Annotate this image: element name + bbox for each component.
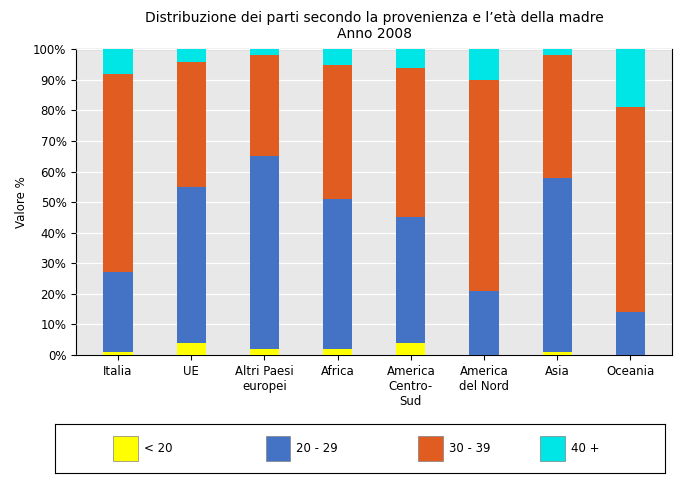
- Bar: [469, 291, 499, 355]
- Bar: [543, 49, 572, 55]
- Bar: [323, 199, 352, 349]
- Bar: [616, 107, 645, 312]
- Bar: [249, 349, 279, 355]
- Bar: [177, 343, 206, 355]
- Bar: [249, 55, 279, 156]
- Bar: [396, 217, 426, 343]
- FancyBboxPatch shape: [541, 436, 565, 461]
- Bar: [177, 49, 206, 62]
- Bar: [177, 62, 206, 187]
- Bar: [103, 352, 132, 355]
- Bar: [469, 49, 499, 80]
- Title: Distribuzione dei parti secondo la provenienza e l’età della madre
Anno 2008: Distribuzione dei parti secondo la prove…: [145, 10, 604, 41]
- Bar: [249, 49, 279, 55]
- Text: < 20: < 20: [144, 442, 173, 455]
- Bar: [323, 65, 352, 199]
- Bar: [616, 49, 645, 107]
- Bar: [103, 74, 132, 273]
- Bar: [543, 55, 572, 177]
- Bar: [103, 273, 132, 352]
- Bar: [616, 312, 645, 355]
- Text: 20 - 29: 20 - 29: [297, 442, 338, 455]
- FancyBboxPatch shape: [114, 436, 138, 461]
- FancyBboxPatch shape: [419, 436, 443, 461]
- FancyBboxPatch shape: [266, 436, 290, 461]
- Bar: [396, 68, 426, 217]
- Bar: [396, 49, 426, 68]
- Text: 30 - 39: 30 - 39: [449, 442, 490, 455]
- Text: 40 +: 40 +: [571, 442, 599, 455]
- Bar: [543, 352, 572, 355]
- Bar: [469, 80, 499, 291]
- Bar: [323, 349, 352, 355]
- Bar: [323, 49, 352, 65]
- Bar: [103, 49, 132, 74]
- Bar: [177, 187, 206, 343]
- Bar: [249, 156, 279, 349]
- Y-axis label: Valore %: Valore %: [15, 176, 28, 228]
- Bar: [396, 343, 426, 355]
- Bar: [543, 177, 572, 352]
